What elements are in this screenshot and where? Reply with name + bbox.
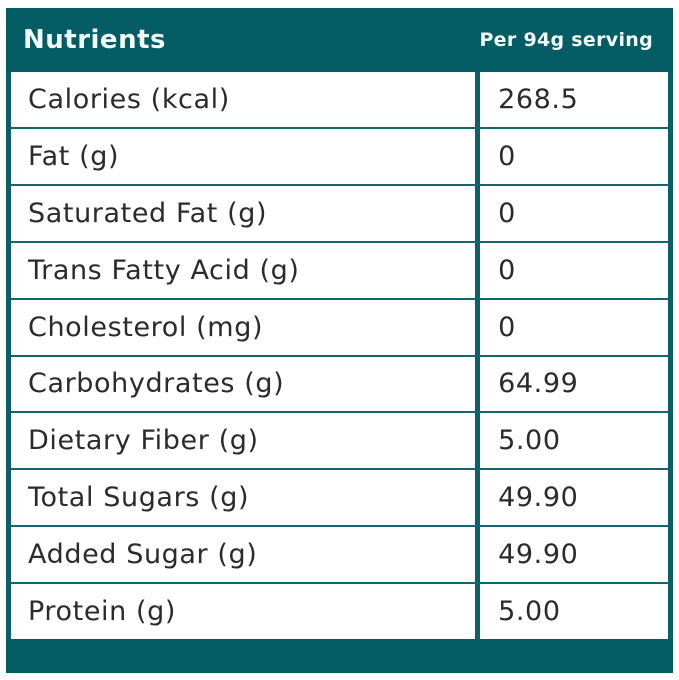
nutrient-name-cell: Trans Fatty Acid (g) — [11, 242, 481, 298]
table-row: Added Sugar (g) 49.90 — [11, 527, 668, 585]
table-row: Carbohydrates (g) 64.99 — [11, 356, 668, 414]
table-body: Calories (kcal) 268.5 Fat (g) 0 Saturate… — [6, 72, 673, 640]
nutrient-name-cell: Carbohydrates (g) — [11, 356, 481, 412]
nutrient-name-cell: Fat (g) — [11, 128, 481, 184]
nutrient-value-cell: 49.90 — [498, 482, 579, 514]
table-row: Dietary Fiber (g) 5.00 — [11, 413, 668, 471]
nutrient-name-cell: Added Sugar (g) — [11, 527, 481, 583]
nutrient-name-cell: Dietary Fiber (g) — [11, 413, 481, 469]
nutrient-value-cell: 0 — [498, 197, 516, 229]
table-row: Fat (g) 0 — [11, 128, 668, 186]
nutrient-name-cell: Total Sugars (g) — [11, 470, 481, 526]
nutrition-table: Nutrients Per 94g serving Calories (kcal… — [6, 8, 673, 673]
table-row: Total Sugars (g) 49.90 — [11, 470, 668, 528]
table-row: Trans Fatty Acid (g) 0 — [11, 242, 668, 300]
header-nutrients-label: Nutrients — [23, 25, 166, 55]
nutrient-value-cell: 64.99 — [498, 368, 579, 400]
nutrient-value-cell: 49.90 — [498, 539, 579, 571]
nutrient-name-cell: Protein (g) — [11, 584, 481, 640]
nutrient-value-cell: 5.00 — [498, 596, 561, 628]
nutrient-name-cell: Calories (kcal) — [11, 72, 481, 127]
table-row: Cholesterol (mg) 0 — [11, 299, 668, 357]
nutrient-name-cell: Cholesterol (mg) — [11, 299, 481, 355]
nutrient-name-cell: Saturated Fat (g) — [11, 185, 481, 241]
table-header: Nutrients Per 94g serving — [6, 8, 673, 72]
footer-bar — [6, 639, 673, 673]
table-row: Calories (kcal) 268.5 — [11, 72, 668, 129]
nutrient-value-cell: 268.5 — [498, 83, 579, 115]
nutrient-value-cell: 5.00 — [498, 425, 561, 457]
nutrient-value-cell: 0 — [498, 311, 516, 343]
header-serving-label: Per 94g serving — [479, 29, 653, 51]
table-row: Saturated Fat (g) 0 — [11, 185, 668, 243]
table-row: Protein (g) 5.00 — [11, 584, 668, 640]
nutrient-value-cell: 0 — [498, 140, 516, 172]
nutrient-value-cell: 0 — [498, 254, 516, 286]
